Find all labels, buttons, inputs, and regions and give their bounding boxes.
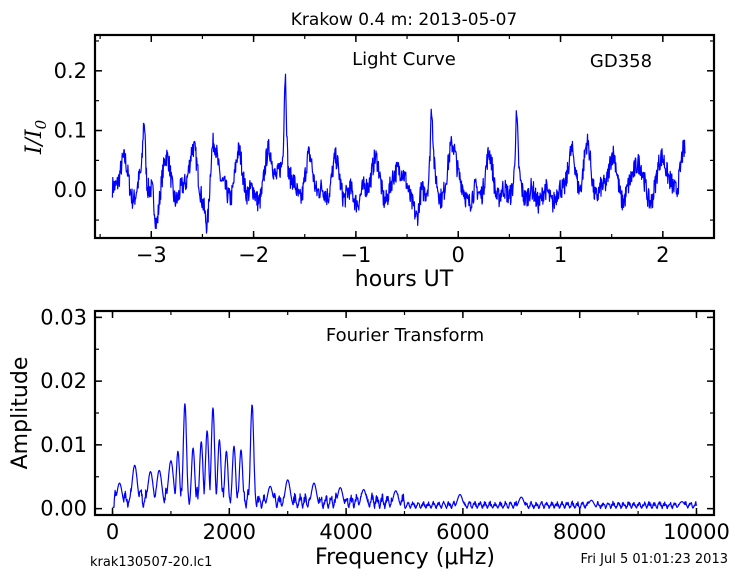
footer-timestamp: Fri Jul 5 01:01:23 2013	[581, 552, 728, 567]
fourier-xtick-label: 0	[106, 520, 119, 544]
light-curve-xtick-label: 2	[656, 243, 669, 267]
light-curve-xtick-label: −1	[340, 243, 371, 267]
light-curve-series	[111, 73, 686, 234]
fourier-panel-label: Fourier Transform	[326, 325, 484, 346]
light-curve-panel: −3 −2 −1 0 1 2 0.0 0.1 0.2 Light Curve GD358 hou…	[22, 33, 716, 292]
light-curve-ytick-label: 0.2	[54, 59, 87, 83]
light-curve-ticks	[95, 35, 715, 238]
light-curve-xtick-label: 0	[452, 243, 465, 267]
figure-title: Krakow 0.4 m: 2013-05-07	[291, 10, 517, 30]
fourier-ytick-label: 0.02	[40, 369, 87, 393]
fourier-xlabel: Frequency (μHz)	[315, 545, 495, 570]
light-curve-xtick-label: −2	[238, 243, 269, 267]
fourier-xtick-label: 4000	[319, 520, 372, 544]
fourier-xtick-label: 6000	[436, 520, 489, 544]
light-curve-ytick-label: 0.0	[54, 178, 87, 202]
light-curve-xtick-label: 1	[554, 243, 567, 267]
light-curve-ylabel: I/I0	[22, 119, 50, 155]
light-curve-xlabel: hours UT	[355, 267, 454, 292]
object-label: GD358	[590, 51, 652, 72]
fourier-ytick-label: 0.01	[40, 433, 87, 457]
fourier-xtick-label: 8000	[553, 520, 606, 544]
fourier-xtick-label: 10000	[663, 520, 730, 544]
footer-filename: krak130507-20.lc1	[90, 555, 212, 570]
light-curve-frame	[93, 33, 716, 240]
fourier-xtick-label: 2000	[203, 520, 256, 544]
light-curve-xtick-label: −3	[136, 243, 167, 267]
fourier-tick-labels: 0 2000 4000 6000 8000 10000 0.00 0.01 0.02 0.03	[40, 305, 730, 544]
light-curve-tick-labels: −3 −2 −1 0 1 2 0.0 0.1 0.2	[54, 59, 670, 267]
fourier-ytick-label: 0.03	[40, 305, 87, 329]
fourier-ytick-label: 0.00	[40, 497, 87, 521]
fourier-frame	[93, 309, 716, 517]
svg-text:I/I0: I/I0	[22, 119, 50, 155]
fourier-transform-series	[112, 403, 698, 510]
fourier-transform-panel: 0 2000 4000 6000 8000 10000 0.00 0.01 0.02 0.03 F…	[8, 305, 730, 570]
fourier-ylabel: Amplitude	[8, 357, 33, 470]
light-curve-panel-label: Light Curve	[352, 49, 456, 70]
light-curve-ytick-label: 0.1	[54, 119, 87, 143]
